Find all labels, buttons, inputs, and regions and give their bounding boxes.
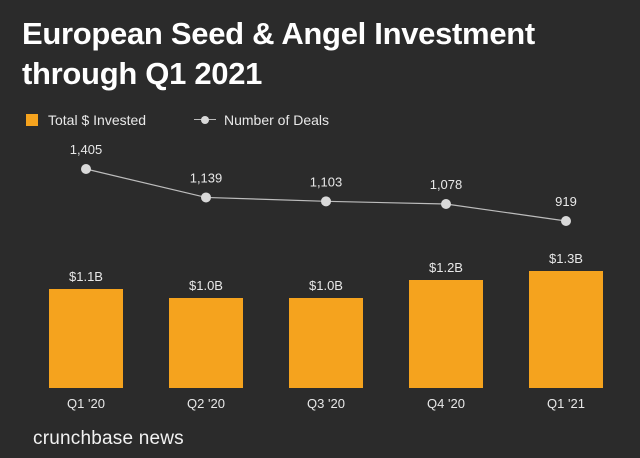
- bar-value-label-3: $1.2B: [429, 260, 463, 275]
- bar-value-label-1: $1.0B: [189, 278, 223, 293]
- deals-value-label-2: 1,103: [310, 174, 343, 189]
- line-dot-icon: [194, 114, 216, 126]
- deals-point-1: [201, 192, 211, 203]
- x-tick-label-1: Q2 '20: [187, 396, 225, 411]
- bar-value-label-0: $1.1B: [69, 269, 103, 284]
- x-tick-label-0: Q1 '20: [67, 396, 105, 411]
- bar-swatch-icon: [26, 114, 38, 126]
- deals-point-3: [441, 198, 451, 209]
- deals-value-label-3: 1,078: [430, 177, 463, 192]
- legend-item-number-of-deals: Number of Deals: [194, 110, 329, 130]
- deals-value-label-0: 1,405: [70, 142, 103, 157]
- bar-1: [169, 298, 243, 388]
- legend-label-number-of-deals: Number of Deals: [224, 112, 330, 128]
- deals-value-label-4: 919: [555, 194, 577, 209]
- bar-value-label-2: $1.0B: [309, 278, 343, 293]
- bar-4: [529, 271, 603, 388]
- bar-3: [409, 280, 483, 388]
- brand-logo-text: crunchbase news: [33, 428, 184, 449]
- legend-item-total-invested: Total $ Invested: [26, 110, 146, 130]
- bar-0: [49, 289, 123, 388]
- deals-point-2: [321, 196, 331, 207]
- x-tick-label-4: Q1 '21: [547, 396, 585, 411]
- x-tick-label-2: Q3 '20: [307, 396, 345, 411]
- bar-value-label-4: $1.3B: [549, 251, 583, 266]
- deals-point-4: [561, 216, 571, 226]
- chart-title: European Seed & Angel Investment through…: [22, 16, 535, 91]
- deals-point-0: [81, 164, 91, 174]
- deals-value-label-1: 1,139: [190, 170, 223, 185]
- legend-label-total-invested: Total $ Invested: [48, 112, 147, 128]
- x-tick-label-3: Q4 '20: [427, 396, 465, 411]
- bar-2: [289, 298, 363, 388]
